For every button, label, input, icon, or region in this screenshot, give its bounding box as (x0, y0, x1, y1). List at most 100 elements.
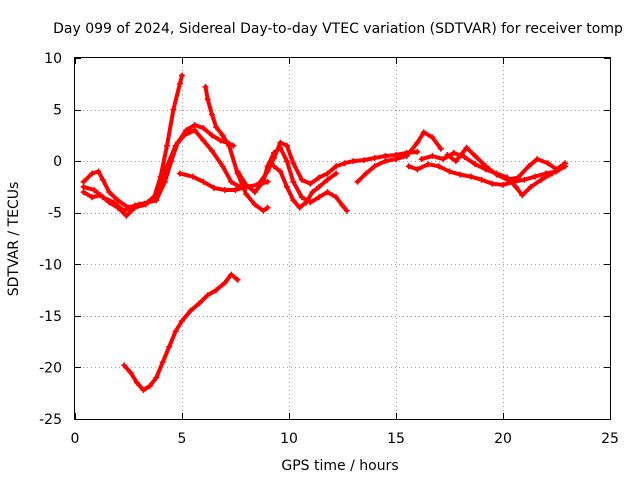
x-tick-label: 5 (178, 431, 187, 447)
data-point (446, 168, 453, 175)
data-point (99, 194, 106, 201)
data-point (123, 212, 130, 219)
grid (75, 58, 610, 419)
data-point (414, 166, 421, 173)
series-arc-7 (256, 139, 421, 187)
data-point (219, 163, 226, 170)
data-point (382, 158, 389, 165)
data-point (489, 180, 496, 187)
data-point (209, 111, 215, 118)
x-axis-label: GPS time / hours (281, 458, 398, 474)
data-point (324, 176, 331, 183)
data-point (159, 359, 166, 366)
data-point (382, 153, 389, 159)
data-point (89, 170, 96, 177)
data-point (527, 183, 534, 190)
data-point (420, 129, 427, 136)
data-point (200, 137, 207, 144)
y-tick-label: 0 (53, 154, 62, 170)
data-point (181, 132, 188, 139)
data-point (450, 149, 457, 156)
data-point (393, 156, 399, 163)
data-point (452, 158, 459, 165)
data-point (121, 362, 128, 369)
y-tick-label: -15 (39, 309, 62, 325)
series-line (81, 123, 236, 210)
data-point (134, 379, 141, 386)
data-point (211, 185, 218, 191)
data-point (553, 166, 560, 173)
data-point (429, 153, 436, 159)
data-point (243, 191, 250, 198)
data-point (405, 163, 412, 170)
data-point (418, 156, 425, 163)
data-point (350, 158, 357, 165)
data-point (176, 80, 183, 87)
data-point (277, 139, 284, 146)
data-point (519, 192, 526, 199)
series-arc-6 (234, 144, 350, 214)
data-point (316, 194, 322, 201)
data-point (461, 154, 468, 160)
series-layer (80, 72, 569, 394)
data-point (425, 161, 432, 168)
data-point (534, 156, 541, 163)
data-point (226, 142, 233, 149)
data-point (110, 199, 117, 206)
data-point (121, 207, 128, 214)
data-point (221, 187, 228, 193)
data-point (187, 307, 194, 314)
data-point (219, 132, 226, 139)
series-line (406, 162, 568, 187)
data-point (204, 96, 211, 103)
data-point (343, 207, 350, 214)
data-point (360, 157, 367, 164)
data-point (472, 161, 479, 168)
data-point (264, 168, 271, 175)
data-point (298, 176, 305, 183)
data-point (80, 189, 87, 196)
data-point (196, 300, 203, 307)
data-point (283, 142, 290, 149)
data-point (316, 174, 322, 181)
data-point (303, 199, 310, 206)
data-point (538, 176, 545, 183)
data-point (307, 180, 314, 187)
data-point (179, 318, 185, 324)
data-point (363, 170, 369, 177)
y-tick-label: 10 (44, 51, 62, 67)
data-point (191, 122, 198, 128)
data-point (243, 181, 250, 188)
data-point (146, 383, 153, 389)
data-point (172, 328, 179, 335)
data-point (200, 178, 207, 185)
data-point (232, 187, 239, 193)
data-point (191, 127, 198, 134)
data-point (202, 83, 209, 90)
data-point (296, 204, 303, 211)
data-point (228, 178, 235, 185)
data-point (140, 387, 147, 394)
data-point (339, 202, 346, 209)
series-line (355, 130, 443, 184)
data-point (106, 189, 113, 196)
data-point (463, 144, 470, 151)
series-line (272, 164, 339, 210)
data-point (166, 343, 173, 350)
data-point (99, 176, 106, 183)
series-line (235, 145, 349, 213)
data-point (504, 176, 511, 183)
data-point (414, 139, 421, 146)
series-line (122, 272, 240, 393)
data-point (403, 153, 410, 159)
data-point (290, 160, 297, 167)
data-point (457, 171, 464, 178)
data-point (512, 183, 519, 190)
data-point (544, 160, 551, 167)
series-line (203, 84, 270, 213)
data-point (127, 369, 134, 376)
data-point (444, 152, 451, 158)
data-point (172, 142, 179, 149)
data-point (234, 168, 241, 175)
data-point (144, 199, 151, 206)
